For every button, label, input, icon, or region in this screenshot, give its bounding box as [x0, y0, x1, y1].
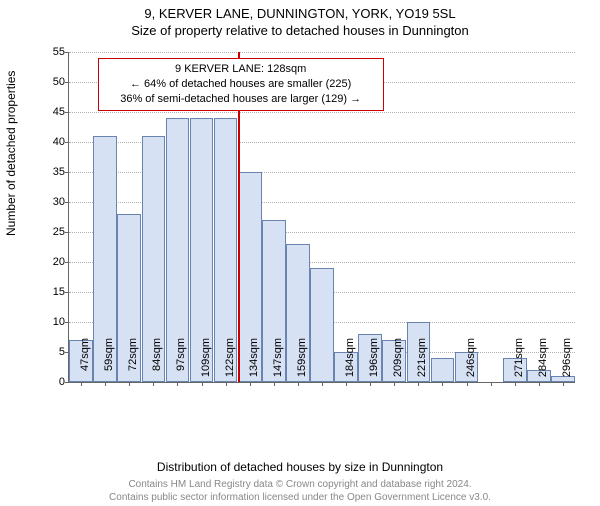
ytick-label: 55	[41, 46, 69, 58]
footer-line-2: Contains public sector information licen…	[0, 492, 600, 505]
ytick-label: 0	[41, 376, 69, 388]
reference-info-box: 9 KERVER LANE: 128sqm ← 64% of detached …	[98, 58, 384, 111]
ytick-label: 45	[41, 106, 69, 118]
xtick-label: 84sqm	[151, 338, 163, 388]
y-axis-label: Number of detached properties	[4, 71, 18, 236]
plot-region: 051015202530354045505547sqm59sqm72sqm84s…	[68, 52, 575, 383]
ytick-label: 30	[41, 196, 69, 208]
xtick-label: 147sqm	[272, 338, 284, 388]
xtick-label: 159sqm	[296, 338, 308, 388]
xtick-label: 296sqm	[561, 338, 573, 388]
xtick-label: 122sqm	[224, 338, 236, 388]
chart-area: 051015202530354045505547sqm59sqm72sqm84s…	[40, 52, 580, 448]
ytick-label: 25	[41, 226, 69, 238]
xtick-mark	[491, 382, 492, 386]
ytick-label: 35	[41, 166, 69, 178]
gridline	[69, 52, 575, 53]
info-line-1: 9 KERVER LANE: 128sqm	[105, 62, 377, 77]
xtick-label: 72sqm	[127, 338, 139, 388]
ytick-label: 40	[41, 136, 69, 148]
xtick-label: 97sqm	[175, 338, 187, 388]
ytick-label: 15	[41, 286, 69, 298]
info-line-3: 36% of semi-detached houses are larger (…	[105, 92, 377, 107]
footer-line-1: Contains HM Land Registry data © Crown c…	[0, 479, 600, 492]
page-subtitle: Size of property relative to detached ho…	[0, 23, 600, 38]
xtick-mark	[442, 382, 443, 386]
gridline	[69, 112, 575, 113]
info-line-2: ← 64% of detached houses are smaller (22…	[105, 77, 377, 92]
xtick-label: 134sqm	[248, 338, 260, 388]
ytick-label: 5	[41, 346, 69, 358]
ytick-label: 20	[41, 256, 69, 268]
xtick-mark	[322, 382, 323, 386]
ytick-label: 50	[41, 76, 69, 88]
histogram-bar	[431, 358, 455, 382]
xtick-label: 109sqm	[200, 338, 212, 388]
page-title: 9, KERVER LANE, DUNNINGTON, YORK, YO19 5…	[0, 6, 600, 21]
xtick-label: 284sqm	[537, 338, 549, 388]
footer-attribution: Contains HM Land Registry data © Crown c…	[0, 479, 600, 504]
xtick-label: 184sqm	[344, 338, 356, 388]
x-axis-label: Distribution of detached houses by size …	[0, 460, 600, 474]
xtick-label: 59sqm	[103, 338, 115, 388]
xtick-label: 221sqm	[416, 338, 428, 388]
xtick-label: 271sqm	[513, 338, 525, 388]
ytick-label: 10	[41, 316, 69, 328]
xtick-label: 196sqm	[368, 338, 380, 388]
histogram-bar	[310, 268, 334, 382]
xtick-label: 209sqm	[392, 338, 404, 388]
xtick-label: 246sqm	[465, 338, 477, 388]
xtick-label: 47sqm	[79, 338, 91, 388]
